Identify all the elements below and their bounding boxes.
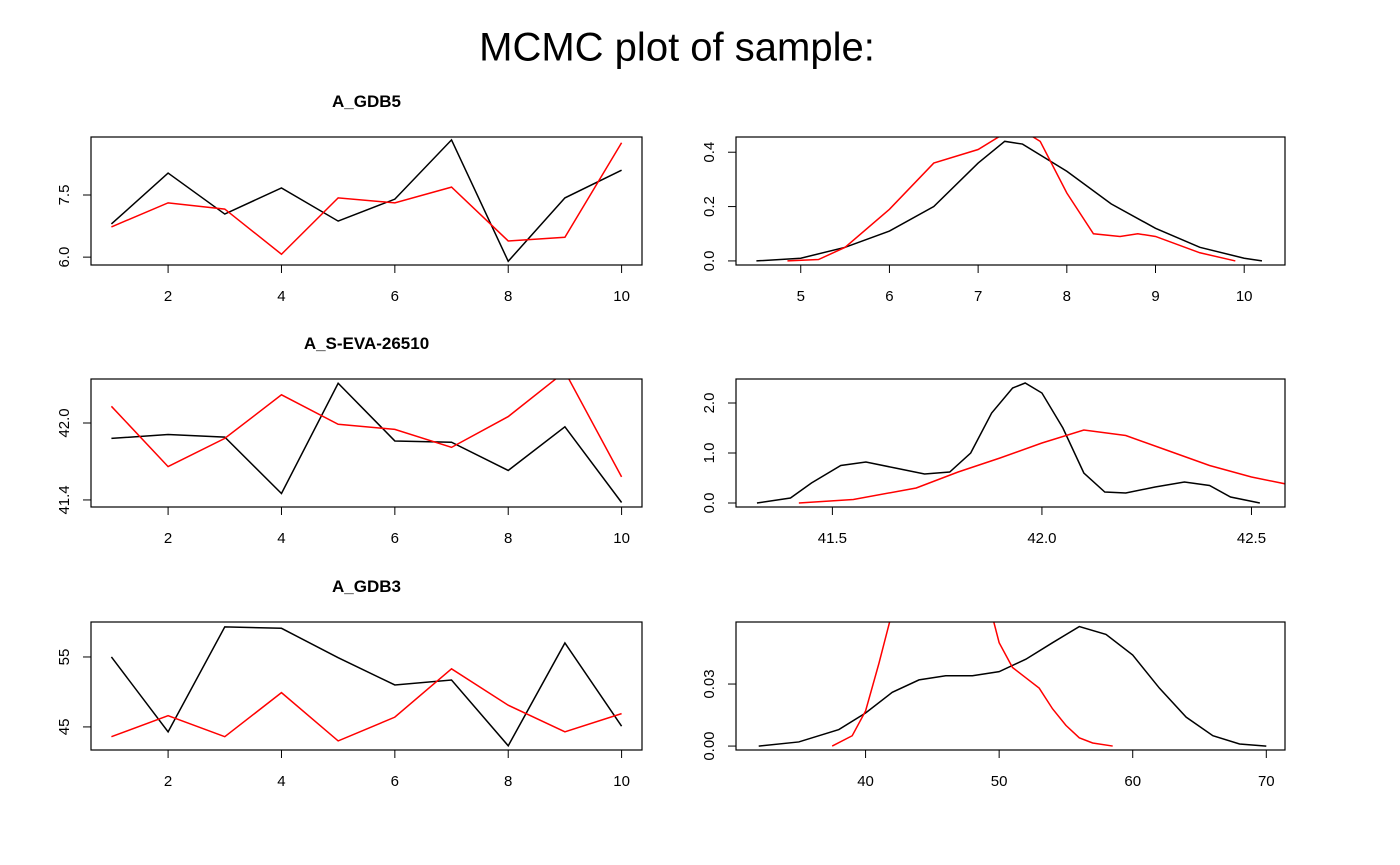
- series-line: [756, 140, 1263, 262]
- x-tick-label: 10: [613, 530, 630, 547]
- plot-frame: [735, 378, 1286, 508]
- x-tick-label: 7: [974, 288, 982, 305]
- x-tick-label: 6: [391, 530, 399, 547]
- series-line: [787, 137, 1236, 262]
- x-tick-label: 8: [1063, 288, 1071, 305]
- x-tick-label: 8: [504, 530, 512, 547]
- panel-title: A_S-EVA-26510: [304, 334, 429, 353]
- x-tick-label: 2: [164, 288, 172, 305]
- y-tick-label: 0.2: [701, 196, 718, 217]
- x-tick-label: 4: [277, 530, 285, 547]
- y-tick-label: 0.4: [701, 142, 718, 163]
- plot-frame: [90, 621, 643, 751]
- series-line: [110, 138, 622, 263]
- plot-area: [110, 626, 623, 748]
- series-line: [798, 429, 1285, 504]
- x-tick-label: 8: [504, 288, 512, 305]
- x-tick-label: 5: [797, 288, 805, 305]
- x-tick-label: 8: [504, 773, 512, 790]
- figure-title: MCMC plot of sample:: [479, 26, 875, 70]
- x-tick-label: 10: [613, 288, 630, 305]
- plot-frame: [90, 378, 643, 508]
- series-line: [110, 626, 623, 748]
- series-line: [758, 625, 1267, 747]
- series-line: [111, 667, 622, 742]
- x-tick-label: 6: [885, 288, 893, 305]
- y-tick-label: 0.0: [701, 493, 718, 514]
- series-line: [111, 381, 623, 503]
- y-tick-label: 0.03: [701, 669, 718, 698]
- x-tick-label: 9: [1151, 288, 1159, 305]
- x-tick-label: 6: [391, 773, 399, 790]
- y-tick-label: 0.00: [701, 731, 718, 760]
- x-tick-label: 4: [277, 288, 285, 305]
- x-tick-label: 2: [164, 530, 172, 547]
- x-tick-label: 60: [1124, 773, 1141, 790]
- x-tick-label: 42.0: [1027, 530, 1056, 547]
- x-tick-label: 42.5: [1237, 530, 1266, 547]
- series-line: [111, 142, 623, 256]
- x-tick-label: 70: [1258, 773, 1275, 790]
- y-tick-label: 41.4: [56, 485, 73, 514]
- plot-frame: [735, 621, 1286, 751]
- y-tick-label: 7.5: [56, 185, 73, 206]
- plot-frame: [90, 136, 643, 266]
- x-tick-label: 6: [391, 288, 399, 305]
- x-tick-label: 50: [991, 773, 1008, 790]
- plot-area: [110, 138, 623, 263]
- x-tick-label: 10: [613, 773, 630, 790]
- x-tick-label: 40: [857, 773, 874, 790]
- y-tick-label: 55: [56, 649, 73, 666]
- x-tick-label: 4: [277, 773, 285, 790]
- y-tick-label: 2.0: [701, 393, 718, 414]
- x-tick-label: 41.5: [818, 530, 847, 547]
- plot-area: [756, 382, 1285, 504]
- plot-area: [756, 137, 1263, 262]
- x-tick-label: 10: [1236, 288, 1253, 305]
- plot-frame: [735, 136, 1286, 266]
- panel-title: A_GDB3: [332, 577, 401, 596]
- y-tick-label: 0.0: [701, 250, 718, 271]
- y-tick-label: 1.0: [701, 443, 718, 464]
- x-tick-label: 2: [164, 773, 172, 790]
- y-tick-label: 45: [56, 719, 73, 736]
- series-line: [756, 382, 1261, 504]
- panel-title: A_GDB5: [332, 92, 401, 111]
- plot-area: [758, 622, 1267, 747]
- plot-area: [110, 379, 623, 503]
- series-line: [831, 622, 1113, 747]
- y-tick-label: 6.0: [56, 247, 73, 268]
- y-tick-label: 42.0: [56, 408, 73, 437]
- series-line: [110, 379, 623, 478]
